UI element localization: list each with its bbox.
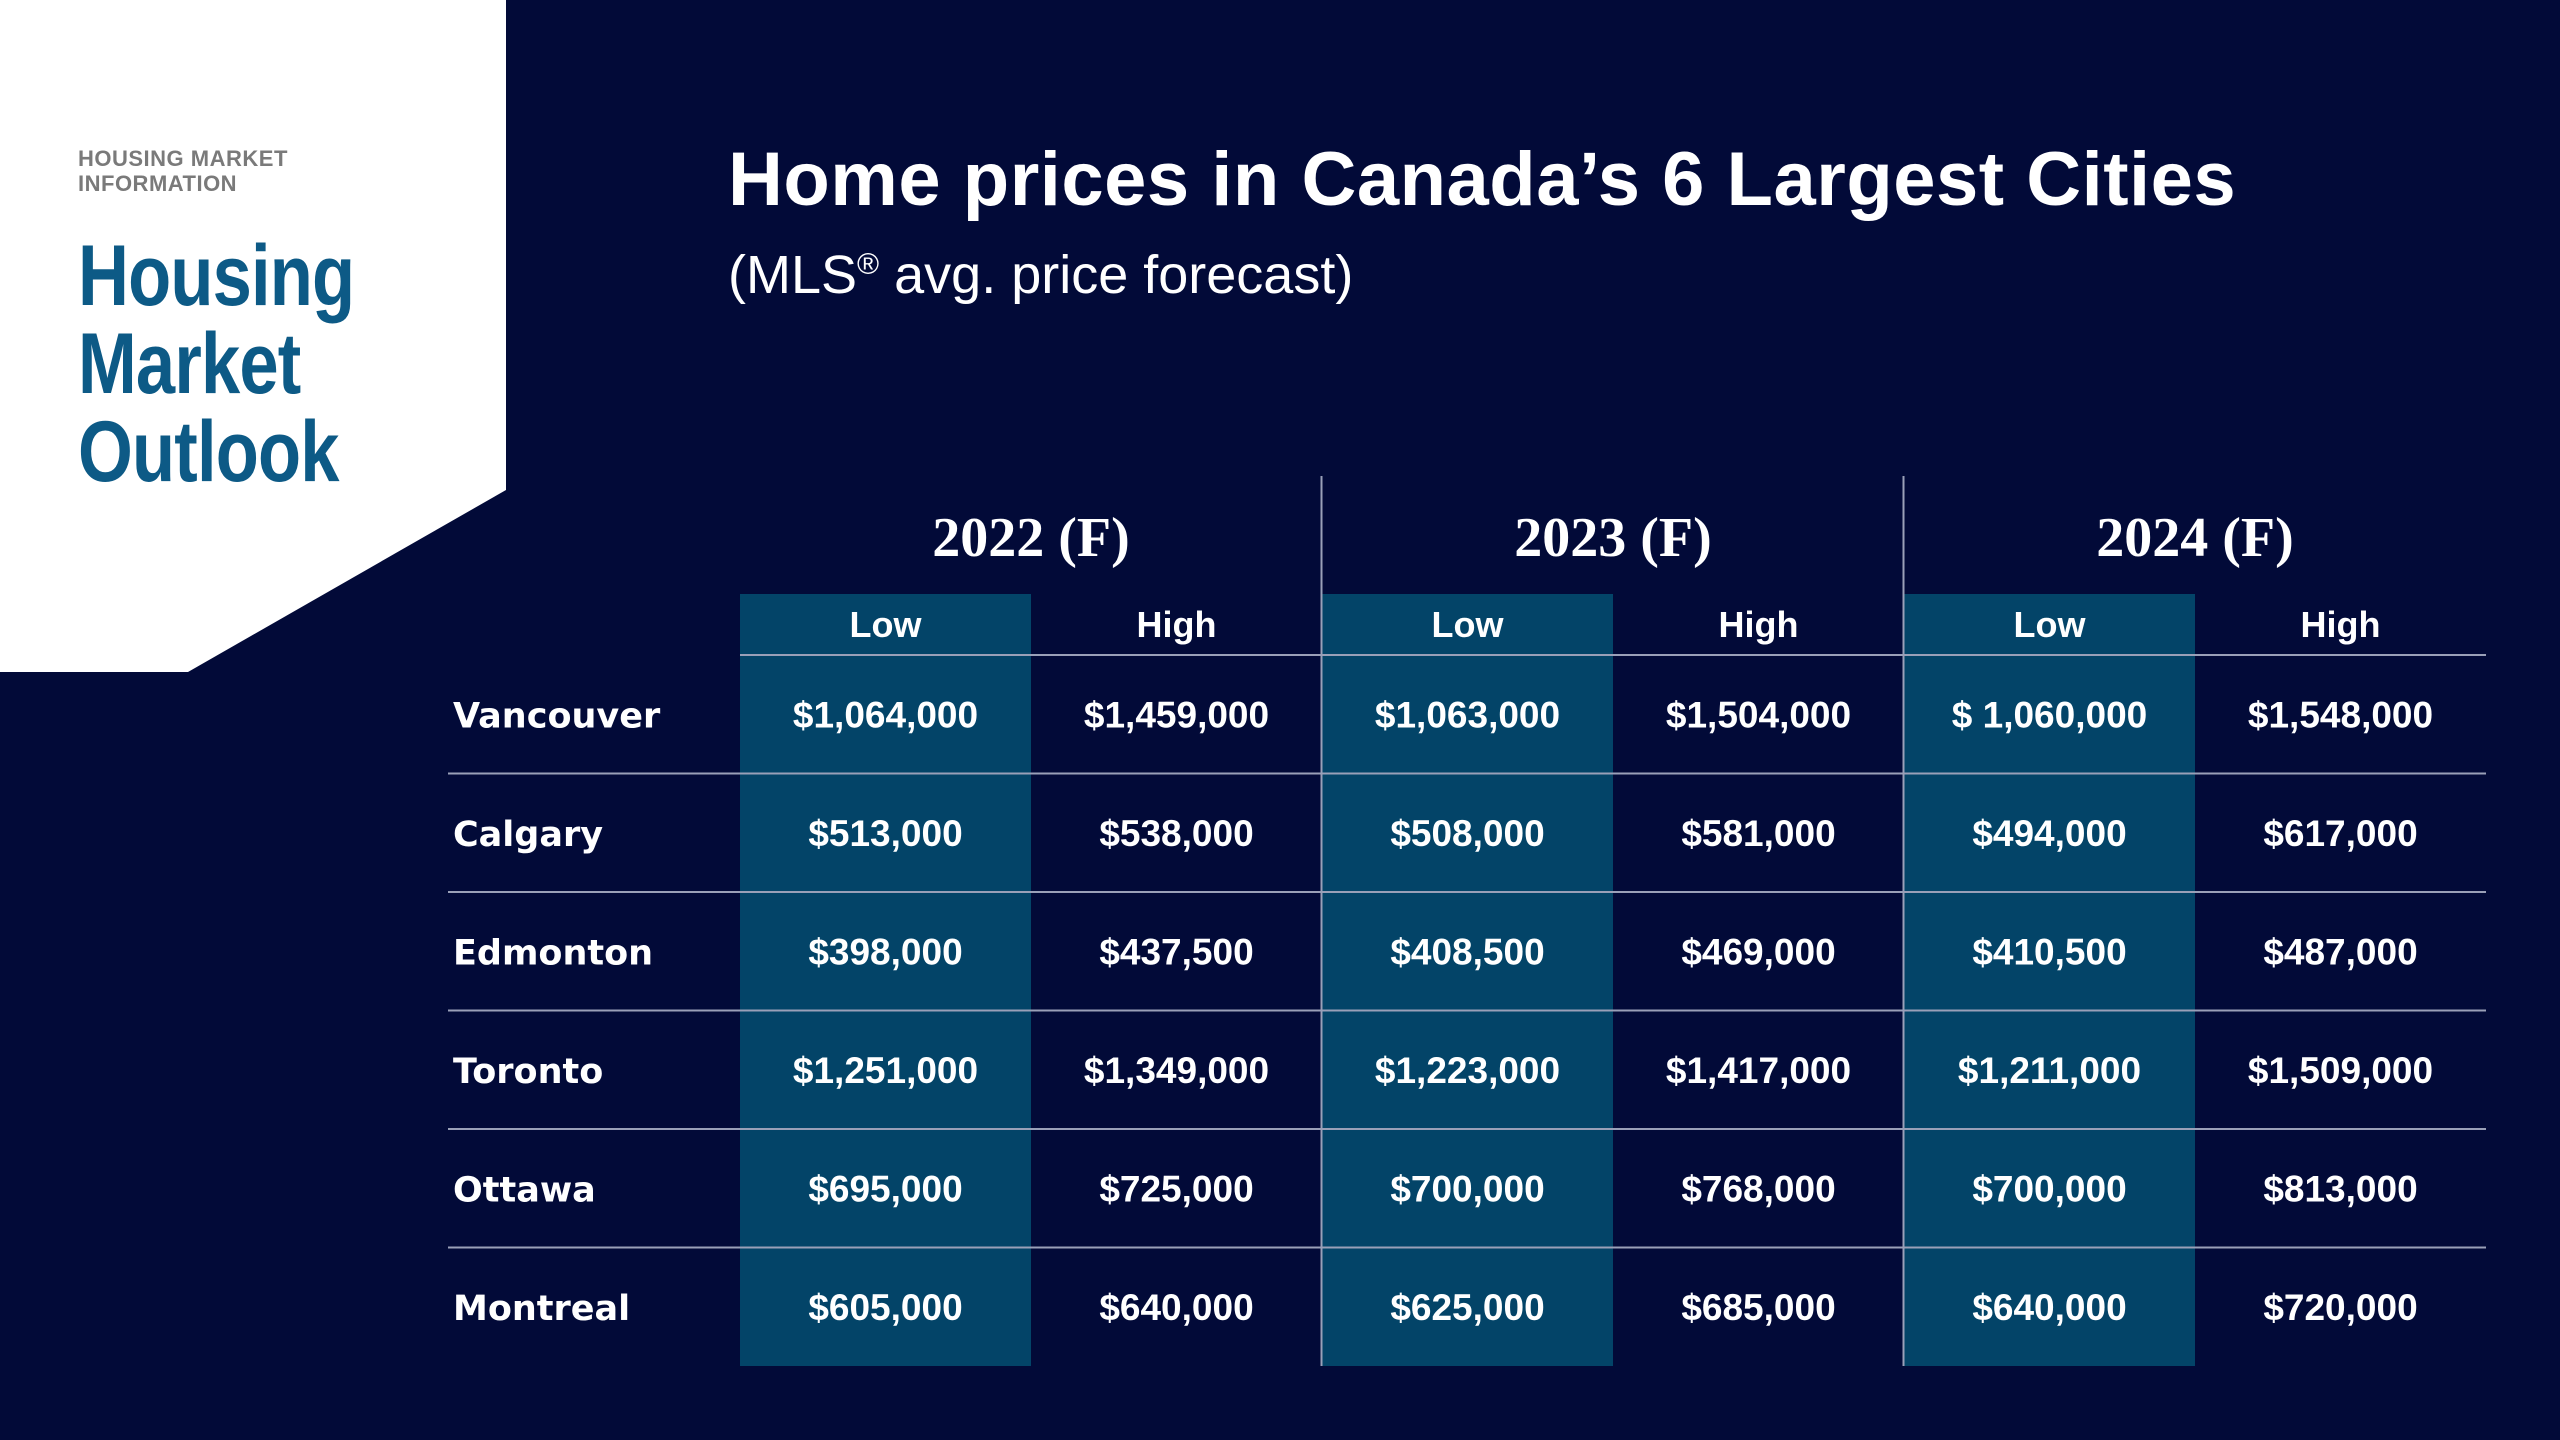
- price-cell: $513,000: [808, 813, 962, 854]
- price-cell: $700,000: [1390, 1168, 1544, 1209]
- price-cell: $408,500: [1390, 931, 1544, 972]
- price-cell: $1,509,000: [2248, 1050, 2433, 1091]
- price-cell: $813,000: [2263, 1168, 2417, 1209]
- city-label: Montreal: [453, 1289, 630, 1329]
- price-cell: $617,000: [2263, 813, 2417, 854]
- price-cell: $398,000: [808, 931, 962, 972]
- registered-mark: ®: [857, 248, 880, 281]
- price-cell: $1,064,000: [793, 694, 978, 735]
- city-label: Vancouver: [453, 696, 661, 736]
- city-label: Calgary: [453, 815, 603, 855]
- price-cell: $605,000: [808, 1287, 962, 1328]
- price-cell: $700,000: [1972, 1168, 2126, 1209]
- page-title: Home prices in Canada’s 6 Largest Cities: [728, 137, 2237, 222]
- price-cell: $1,417,000: [1666, 1050, 1851, 1091]
- price-cell: $725,000: [1099, 1168, 1253, 1209]
- subheader-low: Low: [850, 604, 923, 645]
- price-cell: $1,211,000: [1958, 1050, 2141, 1091]
- low-column-band: [1322, 594, 1613, 1366]
- price-cell: $538,000: [1099, 813, 1253, 854]
- page-subtitle: (MLS® avg. price forecast): [728, 244, 1353, 306]
- subtitle-pre: (MLS: [728, 245, 858, 305]
- price-cell: $695,000: [808, 1168, 962, 1209]
- price-cell: $625,000: [1390, 1287, 1544, 1328]
- price-cell: $1,063,000: [1375, 694, 1560, 735]
- price-cell: $437,500: [1099, 931, 1253, 972]
- subheader-low: Low: [1432, 604, 1505, 645]
- city-label: Ottawa: [453, 1170, 596, 1210]
- price-cell: $487,000: [2263, 931, 2417, 972]
- price-cell: $1,504,000: [1666, 694, 1851, 735]
- price-cell: $1,251,000: [793, 1050, 978, 1091]
- brand-kicker: HOUSING MARKET INFORMATION: [78, 146, 288, 196]
- price-cell: $720,000: [2263, 1287, 2417, 1328]
- price-cell: $508,000: [1390, 813, 1544, 854]
- price-cell: $768,000: [1681, 1168, 1835, 1209]
- price-cell: $1,548,000: [2248, 694, 2433, 735]
- price-cell: $640,000: [1972, 1287, 2126, 1328]
- city-label: Edmonton: [453, 933, 653, 973]
- price-cell: $1,349,000: [1084, 1050, 1269, 1091]
- subtitle-post: avg. price forecast): [879, 245, 1354, 305]
- subheader-high: High: [1137, 604, 1217, 645]
- price-cell: $410,500: [1972, 931, 2126, 972]
- subheader-low: Low: [2014, 604, 2087, 645]
- price-cell: $ 1,060,000: [1952, 694, 2147, 735]
- low-column-band: [1904, 594, 2195, 1366]
- subheader-high: High: [2301, 604, 2381, 645]
- price-cell: $1,223,000: [1375, 1050, 1560, 1091]
- price-cell: $581,000: [1681, 813, 1835, 854]
- city-label: Toronto: [453, 1052, 603, 1092]
- price-cell: $469,000: [1681, 931, 1835, 972]
- price-cell: $685,000: [1681, 1287, 1835, 1328]
- brand-title: Housing Market Outlook: [78, 228, 355, 500]
- year-header: 2024 (F): [2096, 507, 2294, 569]
- brand-panel: HOUSING MARKET INFORMATION Housing Marke…: [0, 0, 506, 672]
- price-cell: $1,459,000: [1084, 694, 1269, 735]
- price-cell: $494,000: [1972, 813, 2126, 854]
- year-header: 2023 (F): [1514, 507, 1712, 569]
- low-column-band: [740, 594, 1031, 1366]
- price-cell: $640,000: [1099, 1287, 1253, 1328]
- year-header: 2022 (F): [932, 507, 1130, 569]
- subheader-high: High: [1719, 604, 1799, 645]
